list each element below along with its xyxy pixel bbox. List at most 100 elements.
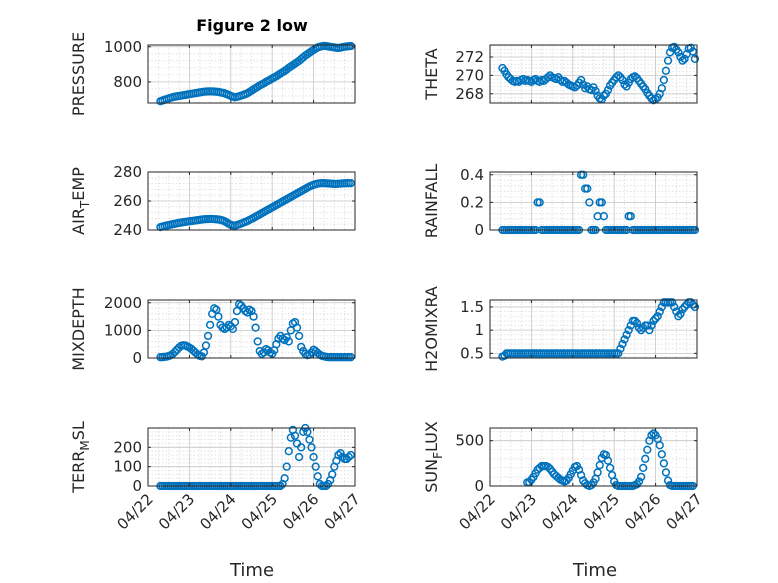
axes-frame — [147, 44, 356, 104]
data-point — [201, 341, 211, 350]
y-axis-label-5: MIXDEPTH — [69, 287, 88, 370]
data-point — [297, 443, 306, 452]
axes-frame — [147, 427, 356, 487]
x-axis-label-left: Time — [229, 560, 274, 581]
data-point — [214, 312, 223, 321]
y-axis-label-4: RAINFALL — [422, 164, 441, 239]
y-tick-label: 2000 — [104, 294, 142, 312]
data-point — [678, 305, 687, 314]
data-point — [603, 85, 613, 95]
axes-frame — [489, 427, 698, 487]
y-tick-label: 0.4 — [460, 166, 484, 184]
subplot-3: 240 260 280 AIRTEMP — [69, 163, 356, 239]
data-point — [649, 429, 658, 438]
data-point — [249, 312, 258, 321]
x-tick-label: 04/23 — [497, 490, 540, 533]
data-point — [663, 476, 673, 485]
data-point — [636, 472, 646, 482]
y-tick-label: 200 — [113, 438, 142, 456]
data-point — [290, 431, 300, 440]
y-tick-label: 500 — [455, 432, 484, 450]
data-point — [599, 91, 608, 100]
data-point — [284, 337, 293, 346]
data-point — [203, 331, 213, 341]
x-tick-label: 04/24 — [196, 490, 239, 533]
data-point — [641, 454, 650, 463]
data-point — [170, 347, 180, 357]
data-point — [690, 54, 700, 63]
data-point — [674, 312, 683, 321]
data-point — [292, 323, 302, 332]
x-axis-label-right: Time — [572, 560, 617, 581]
data-point — [663, 56, 673, 65]
data-point — [614, 349, 623, 358]
axes-frame — [489, 44, 698, 104]
y-tick-label: 1000 — [104, 321, 142, 339]
y-tick-label: 1000 — [104, 38, 142, 56]
data-series — [156, 299, 356, 362]
y-axis-label-8: SUNFLUX — [422, 421, 445, 493]
data-point — [282, 333, 291, 342]
data-point — [632, 319, 642, 328]
data-point — [630, 316, 640, 326]
data-point — [284, 447, 293, 456]
data-point — [659, 75, 669, 85]
data-point — [344, 452, 353, 462]
x-tick-label: 04/22 — [456, 490, 499, 533]
x-tick-label: 04/25 — [238, 490, 281, 533]
data-point — [346, 353, 356, 362]
axes-frame — [489, 171, 698, 231]
y-axis-label-2: THETA — [422, 48, 441, 100]
data-point — [286, 433, 295, 442]
y-axis-label-6: H2OMIXRA — [422, 286, 441, 372]
data-point — [535, 198, 544, 207]
data-point — [680, 302, 689, 312]
data-point — [311, 462, 320, 471]
y-tick-label: 0 — [474, 221, 484, 239]
y-tick-label: 0 — [132, 349, 142, 367]
x-tick-label: 04/25 — [580, 490, 623, 533]
subplot-5: 0 1000 2000 MIXDEPTH — [69, 287, 356, 371]
data-point — [661, 66, 671, 75]
data-point — [570, 83, 580, 92]
data-point — [688, 300, 698, 309]
y-tick-label: 280 — [113, 163, 142, 181]
data-point — [670, 302, 679, 312]
y-tick-label: 0.5 — [460, 344, 484, 362]
y-tick-label: 1.5 — [460, 298, 484, 316]
y-axis-label-1: PRESSURE — [69, 32, 88, 116]
data-point — [614, 71, 623, 80]
data-point — [282, 462, 291, 471]
axes-frame — [489, 299, 698, 359]
data-point — [618, 339, 627, 349]
data-point — [297, 342, 306, 352]
y-tick-label: 800 — [113, 73, 142, 91]
data-point — [597, 198, 606, 207]
data-point — [639, 463, 648, 473]
data-point — [657, 302, 666, 312]
data-point — [620, 335, 629, 344]
x-tick-label: 04/24 — [538, 490, 581, 533]
data-point — [643, 321, 652, 330]
data-point — [346, 179, 356, 188]
data-point — [307, 443, 316, 452]
subplot-4: 0 0.2 0.4 RAINFALL — [422, 164, 700, 239]
data-point — [603, 456, 613, 465]
data-point — [622, 330, 631, 339]
data-point — [649, 316, 658, 326]
data-point — [585, 198, 594, 207]
data-point — [643, 445, 652, 454]
data-point — [678, 56, 687, 65]
data-point — [305, 435, 314, 444]
data-point — [346, 450, 356, 460]
data-point — [661, 468, 671, 477]
x-tick-label: 04/26 — [621, 490, 664, 533]
x-tick-label: 04/27 — [321, 490, 364, 533]
y-tick-label: 268 — [455, 85, 484, 103]
data-point — [294, 331, 304, 341]
data-series — [156, 179, 356, 232]
data-point — [205, 320, 215, 330]
data-point — [653, 312, 662, 321]
data-point — [636, 326, 646, 335]
